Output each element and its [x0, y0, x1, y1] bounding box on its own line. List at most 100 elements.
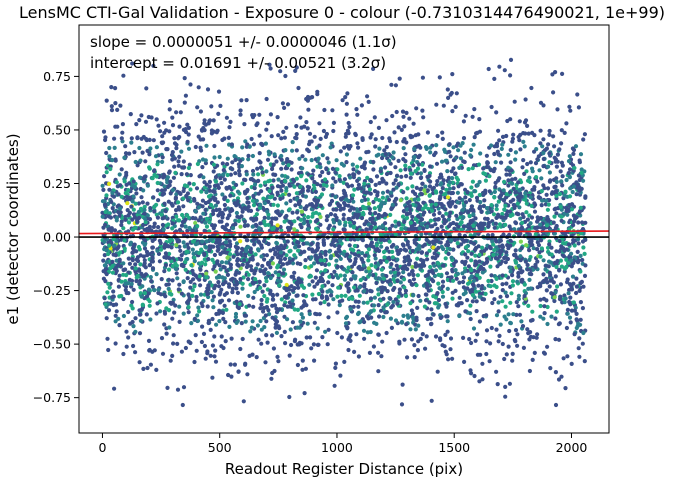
data-point	[279, 136, 284, 141]
data-point	[401, 277, 407, 282]
data-point	[397, 76, 402, 81]
data-point	[541, 258, 546, 263]
data-point	[109, 108, 115, 113]
data-point	[419, 192, 424, 197]
data-point	[102, 239, 107, 244]
data-point	[181, 240, 186, 245]
data-point	[562, 193, 567, 198]
data-point	[450, 356, 455, 361]
data-point	[446, 251, 451, 256]
data-point	[424, 251, 429, 256]
data-point	[304, 335, 309, 340]
data-point	[408, 301, 413, 306]
data-point	[456, 244, 461, 249]
data-point	[361, 263, 366, 268]
data-point	[402, 255, 407, 260]
data-point	[538, 297, 543, 302]
data-point	[528, 221, 533, 226]
data-point	[250, 254, 255, 259]
data-point	[192, 284, 197, 289]
data-point	[260, 170, 265, 175]
data-point	[320, 170, 325, 175]
data-point	[422, 210, 427, 215]
data-point	[142, 176, 147, 181]
data-point	[190, 215, 195, 221]
data-point	[122, 179, 127, 184]
data-point	[292, 219, 297, 224]
data-point	[179, 291, 184, 296]
data-point	[429, 321, 434, 326]
data-point	[100, 199, 106, 204]
data-point	[520, 212, 525, 217]
data-point	[471, 212, 476, 217]
data-point	[315, 89, 320, 94]
data-point	[234, 279, 239, 284]
data-point	[466, 167, 471, 172]
data-point	[396, 221, 401, 226]
data-point	[576, 258, 581, 263]
data-point	[461, 279, 466, 285]
data-point	[463, 252, 468, 257]
data-point	[360, 251, 365, 256]
data-point	[574, 290, 579, 296]
data-point	[123, 288, 128, 293]
data-point	[397, 290, 402, 295]
data-point	[228, 265, 233, 270]
data-point	[170, 264, 175, 269]
data-point	[515, 332, 520, 337]
data-point	[211, 162, 216, 167]
data-point	[308, 95, 313, 100]
data-point	[161, 172, 166, 177]
data-point	[246, 157, 251, 162]
data-point	[254, 216, 259, 221]
data-point	[435, 179, 440, 184]
data-point	[206, 318, 211, 323]
data-point	[328, 212, 334, 217]
data-point	[344, 101, 349, 106]
data-point	[183, 224, 188, 229]
data-point	[489, 143, 494, 148]
data-point	[270, 255, 275, 261]
data-point	[162, 292, 167, 297]
data-point	[359, 215, 365, 221]
data-point	[557, 147, 562, 152]
data-point	[559, 214, 564, 219]
data-point	[390, 255, 395, 260]
data-point	[343, 95, 348, 100]
data-point	[115, 107, 120, 112]
data-point	[427, 300, 432, 305]
data-point	[441, 103, 446, 108]
data-point	[557, 191, 563, 197]
data-point	[131, 194, 136, 199]
data-point	[448, 247, 453, 252]
data-point	[322, 258, 327, 263]
data-point	[235, 290, 240, 295]
data-point	[455, 190, 460, 195]
data-point	[121, 261, 126, 266]
data-point	[103, 209, 108, 215]
data-point	[519, 246, 524, 251]
data-point	[225, 198, 230, 203]
data-point	[234, 182, 239, 188]
data-point	[279, 228, 284, 233]
data-point	[388, 296, 393, 301]
data-point	[256, 191, 261, 196]
data-point	[581, 245, 586, 250]
data-point	[575, 92, 580, 97]
data-point	[407, 279, 412, 284]
data-point	[187, 162, 192, 167]
data-point	[145, 201, 150, 206]
data-point	[294, 280, 299, 286]
data-point	[355, 178, 360, 183]
data-point	[246, 272, 251, 277]
data-point	[169, 245, 174, 250]
data-point	[273, 252, 278, 257]
data-point	[436, 272, 441, 277]
data-point	[535, 219, 540, 224]
data-point	[177, 304, 182, 309]
data-point	[206, 257, 211, 262]
data-point	[523, 191, 528, 196]
data-point	[333, 365, 338, 370]
data-point	[383, 165, 388, 170]
data-point	[397, 341, 402, 346]
